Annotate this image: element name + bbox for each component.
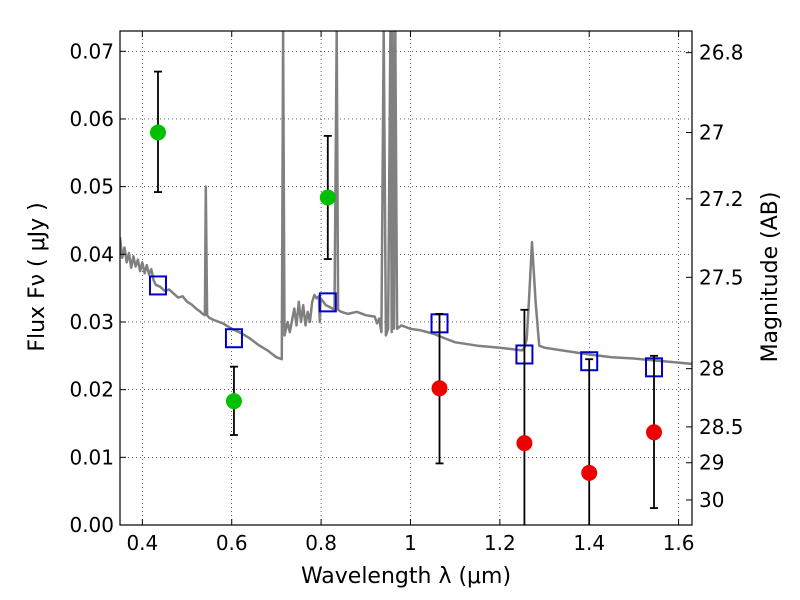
- y-tick-label: 0.01: [69, 445, 114, 469]
- y-tick-label: 0.02: [69, 378, 114, 402]
- non-detection-point: [581, 464, 598, 481]
- detection-point: [149, 124, 166, 141]
- y-tick-label: 0.07: [69, 39, 114, 63]
- y2-tick-label: 28.5: [699, 415, 744, 439]
- points-layer: [148, 70, 664, 525]
- x-tick-label: 1.4: [573, 531, 605, 555]
- y-tick-label: 0.00: [69, 513, 114, 537]
- spectrum-layer: [120, 31, 692, 366]
- detection-point: [225, 393, 242, 410]
- model-photometry-square: [148, 275, 167, 296]
- x-tick-label: 1: [404, 531, 417, 555]
- x-tick-label: 0.4: [126, 531, 158, 555]
- x-tick-label: 0.6: [216, 531, 248, 555]
- x-tick-label: 0.8: [305, 531, 337, 555]
- ticks-layer: 0.4 0.6 0.8 1 1.2 1.4 1.6 0.00 0.01 0.02 0.03 0.04 0…: [69, 31, 744, 555]
- non-detection-point: [516, 435, 533, 452]
- y-tick-label: 0.03: [69, 310, 114, 334]
- x-axis-label: Wavelength λ (μm): [301, 564, 511, 589]
- y-tick-label: 0.04: [69, 242, 114, 266]
- spectrum-line: [120, 31, 692, 366]
- y-axis-label: Flux Fν ( μJy ): [25, 202, 50, 351]
- y2-tick-label: 29: [699, 451, 724, 475]
- model-photometry-square: [318, 292, 337, 313]
- y2-tick-label: 27: [699, 121, 724, 145]
- model-photometry-square: [224, 328, 243, 349]
- y2-tick-label: 27.2: [699, 187, 744, 211]
- detection-point: [319, 189, 336, 206]
- plot-frame: [119, 30, 693, 526]
- y2-tick-label: 27.5: [699, 265, 744, 289]
- x-tick-label: 1.6: [663, 531, 695, 555]
- y2-tick-label: 30: [699, 488, 724, 512]
- y2-tick-label: 28: [699, 357, 724, 381]
- non-detection-point: [431, 380, 448, 397]
- grid: [120, 31, 692, 525]
- non-detection-point: [646, 424, 663, 441]
- x-tick-label: 1.2: [484, 531, 516, 555]
- y-tick-label: 0.05: [69, 175, 114, 199]
- y2-axis-label: Magnitude (AB): [758, 192, 783, 363]
- y2-tick-label: 26.8: [699, 41, 744, 65]
- y-tick-label: 0.06: [69, 107, 114, 131]
